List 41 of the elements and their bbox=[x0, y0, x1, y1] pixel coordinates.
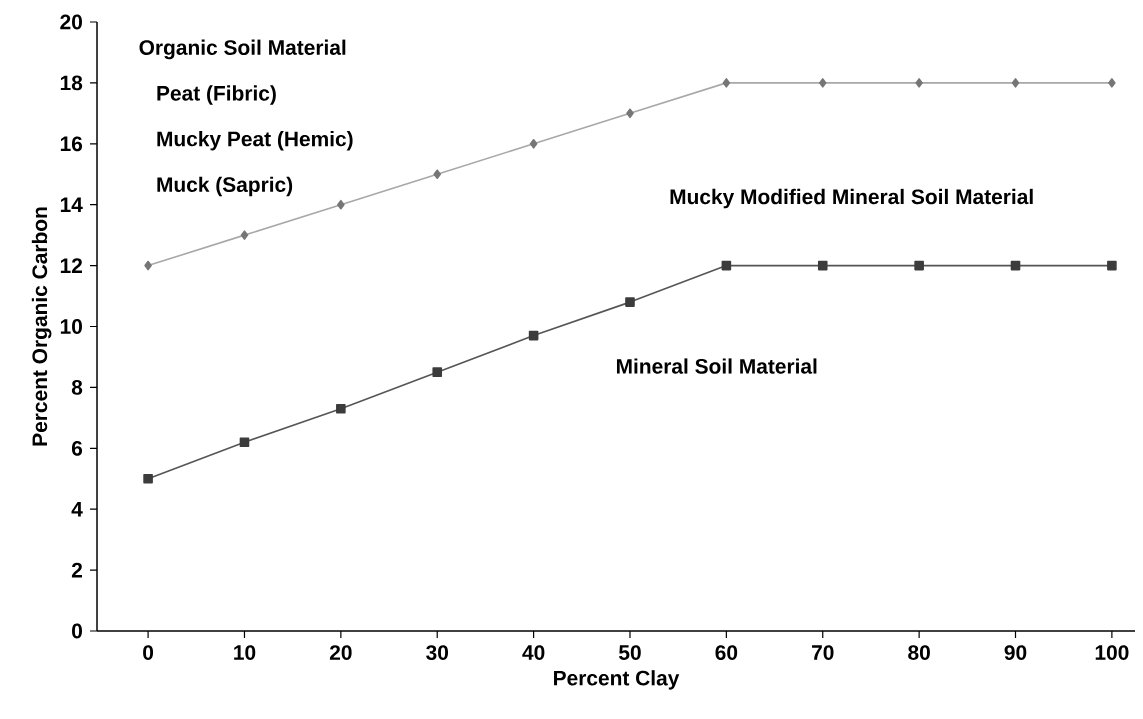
y-tick-label: 8 bbox=[71, 379, 83, 395]
annotation: Mineral Soil Material bbox=[616, 358, 817, 374]
x-axis-title: Percent Clay bbox=[554, 670, 680, 690]
x-tick-label: 20 bbox=[329, 645, 352, 660]
x-tick-label: 50 bbox=[619, 645, 641, 660]
y-tick-label: 12 bbox=[60, 258, 82, 273]
y-tick-label: 0 bbox=[72, 623, 82, 639]
y-axis-title: Percent Organic Carbon bbox=[31, 207, 52, 446]
point bbox=[625, 297, 635, 307]
x-tick-label: 0 bbox=[143, 645, 154, 660]
point bbox=[721, 260, 732, 271]
annotation: Mucky Peat (Hemic) bbox=[157, 130, 353, 151]
x-tick-label: 90 bbox=[1004, 645, 1027, 660]
point bbox=[239, 437, 250, 447]
x-tick-label: 30 bbox=[426, 645, 449, 660]
y-tick-label: 18 bbox=[60, 75, 83, 91]
y-tick-label: 20 bbox=[60, 14, 82, 30]
point bbox=[143, 473, 153, 484]
x-tick-label: 40 bbox=[522, 645, 545, 660]
point bbox=[1010, 260, 1021, 271]
point bbox=[528, 330, 539, 341]
point bbox=[336, 403, 346, 414]
y-tick-label: 14 bbox=[60, 197, 83, 212]
point bbox=[1107, 260, 1117, 271]
x-tick-label: 80 bbox=[908, 645, 930, 660]
y-tick-label: 10 bbox=[60, 319, 82, 334]
x-tick-label: 100 bbox=[1095, 645, 1129, 660]
annotation: Muck (Sapric) bbox=[157, 176, 293, 197]
y-tick-label: 2 bbox=[71, 562, 82, 578]
annotation: Mucky Modified Mineral Soil Material bbox=[670, 188, 1033, 209]
x-tick-label: 70 bbox=[812, 645, 834, 660]
annotation: Organic Soil Material bbox=[139, 39, 346, 60]
y-tick-label: 6 bbox=[71, 440, 83, 456]
point bbox=[914, 260, 924, 271]
annotation: Peat (Fibric) bbox=[157, 85, 276, 105]
y-tick-label: 4 bbox=[71, 501, 83, 517]
point bbox=[432, 367, 443, 377]
point bbox=[817, 260, 828, 271]
x-tick-label: 60 bbox=[715, 645, 738, 660]
y-tick-label: 16 bbox=[60, 136, 83, 152]
x-tick-label: 10 bbox=[234, 645, 256, 660]
